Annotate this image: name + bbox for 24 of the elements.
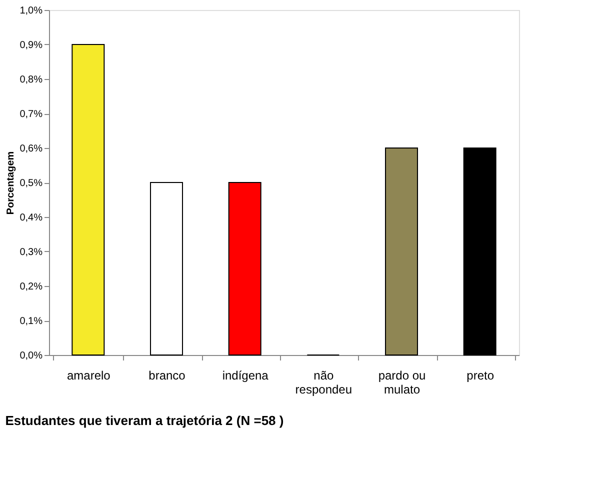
y-tick-label: 1,0% xyxy=(20,6,43,16)
bar xyxy=(463,148,496,356)
x-tick-label: branco xyxy=(148,368,186,382)
bar xyxy=(385,148,418,356)
bar xyxy=(150,182,183,356)
x-tick-label: pardo ou mulato xyxy=(378,368,426,396)
bar xyxy=(72,44,105,356)
y-tick-label: 0,6% xyxy=(20,144,43,154)
y-tick-label: 0,8% xyxy=(20,74,43,86)
y-tick-label: 0,4% xyxy=(20,212,43,224)
x-tick-label: preto xyxy=(466,368,494,382)
y-tick-label: 0,1% xyxy=(20,316,43,327)
y-tick-label: 0,0% xyxy=(20,350,43,362)
bar xyxy=(228,182,262,356)
y-tick-label: 0,3% xyxy=(20,247,43,258)
text: Estudantes que tiveram a trajetória 2 (N =58 ) xyxy=(5,413,284,428)
y-tick-label: 0,2% xyxy=(20,282,43,292)
y-tick-label: 0,9% xyxy=(20,40,43,51)
x-tick-label: amarelo xyxy=(66,368,111,382)
y-tick-label: 0,5% xyxy=(20,178,43,189)
x-tick-label: não respondeu xyxy=(295,368,352,396)
y-tick-label: 0,7% xyxy=(20,109,43,120)
x-tick-label: indígena xyxy=(222,368,269,382)
y-axis-title: Porcentagem xyxy=(6,151,17,215)
